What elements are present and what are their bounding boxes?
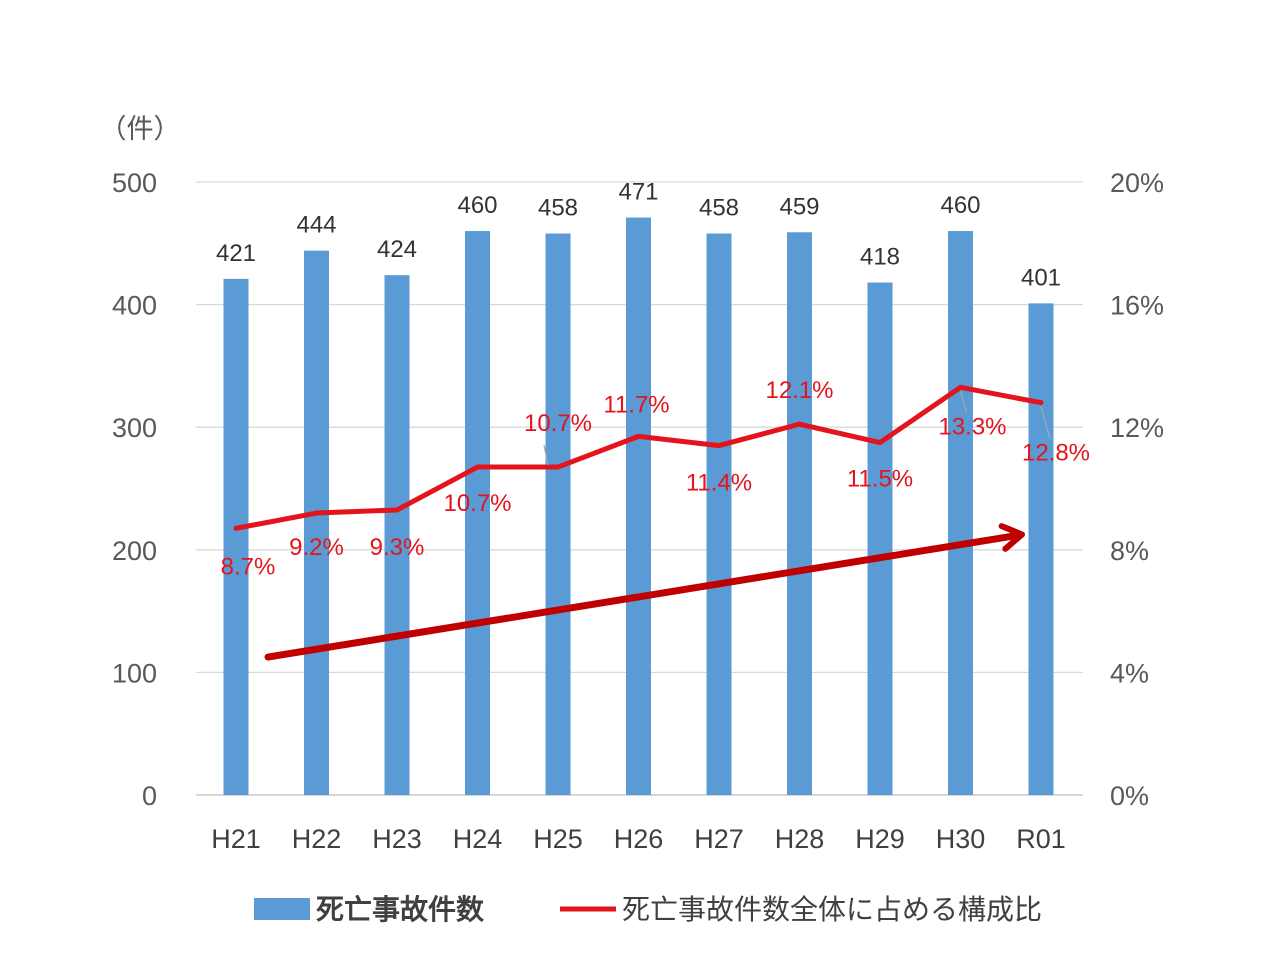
ratio-point-H21 — [233, 525, 239, 531]
right-tick-label: 4% — [1110, 658, 1149, 688]
bar-H28 — [787, 232, 812, 796]
bar-value-label: 424 — [377, 236, 417, 263]
line-series — [233, 384, 1044, 531]
category-label: H27 — [694, 824, 744, 854]
label-leader-line — [543, 444, 549, 466]
ratio-point-H29 — [877, 440, 883, 446]
ratio-value-label: 9.2% — [289, 534, 344, 561]
ratio-value-label: 11.5% — [847, 466, 913, 493]
category-label: H23 — [372, 824, 422, 854]
label-leader-line — [959, 391, 968, 413]
ratio-point-H25 — [555, 464, 561, 470]
left-tick-label: 200 — [112, 536, 157, 566]
left-axis-unit: （件） — [100, 114, 181, 144]
label-leader-line — [1040, 406, 1051, 439]
ratio-point-H30 — [958, 384, 963, 390]
bar-H21 — [223, 278, 249, 795]
ratio-value-label: 10.7% — [443, 490, 511, 517]
left-tick-label: 300 — [112, 413, 157, 443]
bar-H24 — [465, 231, 490, 796]
category-label: H28 — [775, 824, 825, 854]
legend-bar-swatch — [254, 898, 310, 920]
ratio-value-label: 12.8% — [1022, 440, 1090, 467]
category-label: H24 — [453, 824, 503, 854]
left-tick-label: 0 — [142, 781, 157, 811]
bar-H22 — [304, 250, 329, 795]
ratio-value-label: 11.7% — [603, 391, 669, 418]
category-label: R01 — [1016, 824, 1066, 854]
left-tick-label: 400 — [112, 291, 157, 321]
legend: 死亡事故件数 死亡事故件数全体に占める構成比 — [254, 894, 1042, 925]
bar-value-label: 458 — [699, 194, 739, 221]
ratio-point-H27 — [716, 443, 722, 449]
left-tick-label: 500 — [112, 168, 157, 198]
bar-value-label: 421 — [216, 240, 256, 267]
right-tick-label: 16% — [1110, 291, 1164, 321]
category-label: H26 — [614, 824, 664, 854]
ratio-value-label: 13.3% — [938, 413, 1006, 440]
category-label: H25 — [533, 824, 583, 854]
ratio-point-H22 — [314, 510, 319, 516]
ratio-point-H26 — [636, 433, 641, 439]
axes: 0 100 200 300 400 500 0% 4% 8% 12% 16% 20% （件） H21 H22… — [100, 114, 1165, 854]
bar-H23 — [384, 275, 410, 795]
left-tick-label: 100 — [112, 658, 157, 688]
ratio-point-H28 — [797, 421, 802, 427]
ratio-point-H23 — [394, 507, 400, 513]
trend-arrow-head — [998, 523, 1025, 552]
right-tick-label: 20% — [1110, 168, 1164, 198]
ratio-point-R01 — [1038, 400, 1044, 406]
bar-H30 — [948, 231, 973, 796]
ratio-point-H24 — [475, 464, 480, 470]
bar-value-label: 460 — [940, 192, 980, 219]
bar-value-label: 459 — [779, 193, 819, 220]
bar-value-label: 458 — [538, 194, 578, 221]
legend-bar-label: 死亡事故件数 — [316, 894, 485, 925]
ratio-value-label: 8.7% — [221, 553, 276, 580]
category-label: H29 — [855, 824, 905, 854]
trend-arrow — [264, 523, 1025, 661]
legend-line-label: 死亡事故件数全体に占める構成比 — [622, 894, 1042, 925]
bar-H26 — [626, 217, 651, 795]
category-label: H30 — [936, 824, 986, 854]
category-label: H21 — [211, 824, 261, 854]
bar-value-label: 444 — [296, 212, 336, 239]
ratio-value-label: 10.7% — [524, 410, 592, 437]
bar-R01 — [1028, 303, 1054, 795]
data-labels: 421 444 424 460 458 471 458 459 418 460 401 8.7% 9.2… — [216, 179, 1090, 581]
trend-arrow-shaft — [264, 532, 1018, 661]
bar-value-label: 418 — [860, 244, 900, 271]
bar-H25 — [545, 233, 571, 795]
bar-value-label: 401 — [1021, 264, 1061, 291]
bar-value-label: 460 — [457, 192, 497, 219]
ratio-value-label: 11.4% — [686, 470, 752, 497]
bar-H27 — [706, 233, 732, 795]
right-tick-label: 0% — [1110, 781, 1149, 811]
right-tick-label: 8% — [1110, 536, 1149, 566]
ratio-value-label: 9.3% — [370, 534, 425, 561]
category-label: H22 — [292, 824, 342, 854]
right-tick-label: 12% — [1110, 413, 1164, 443]
ratio-value-label: 12.1% — [765, 377, 833, 404]
bar-H29 — [867, 282, 893, 796]
bar-series — [223, 217, 1054, 796]
bar-value-label: 471 — [618, 179, 658, 206]
